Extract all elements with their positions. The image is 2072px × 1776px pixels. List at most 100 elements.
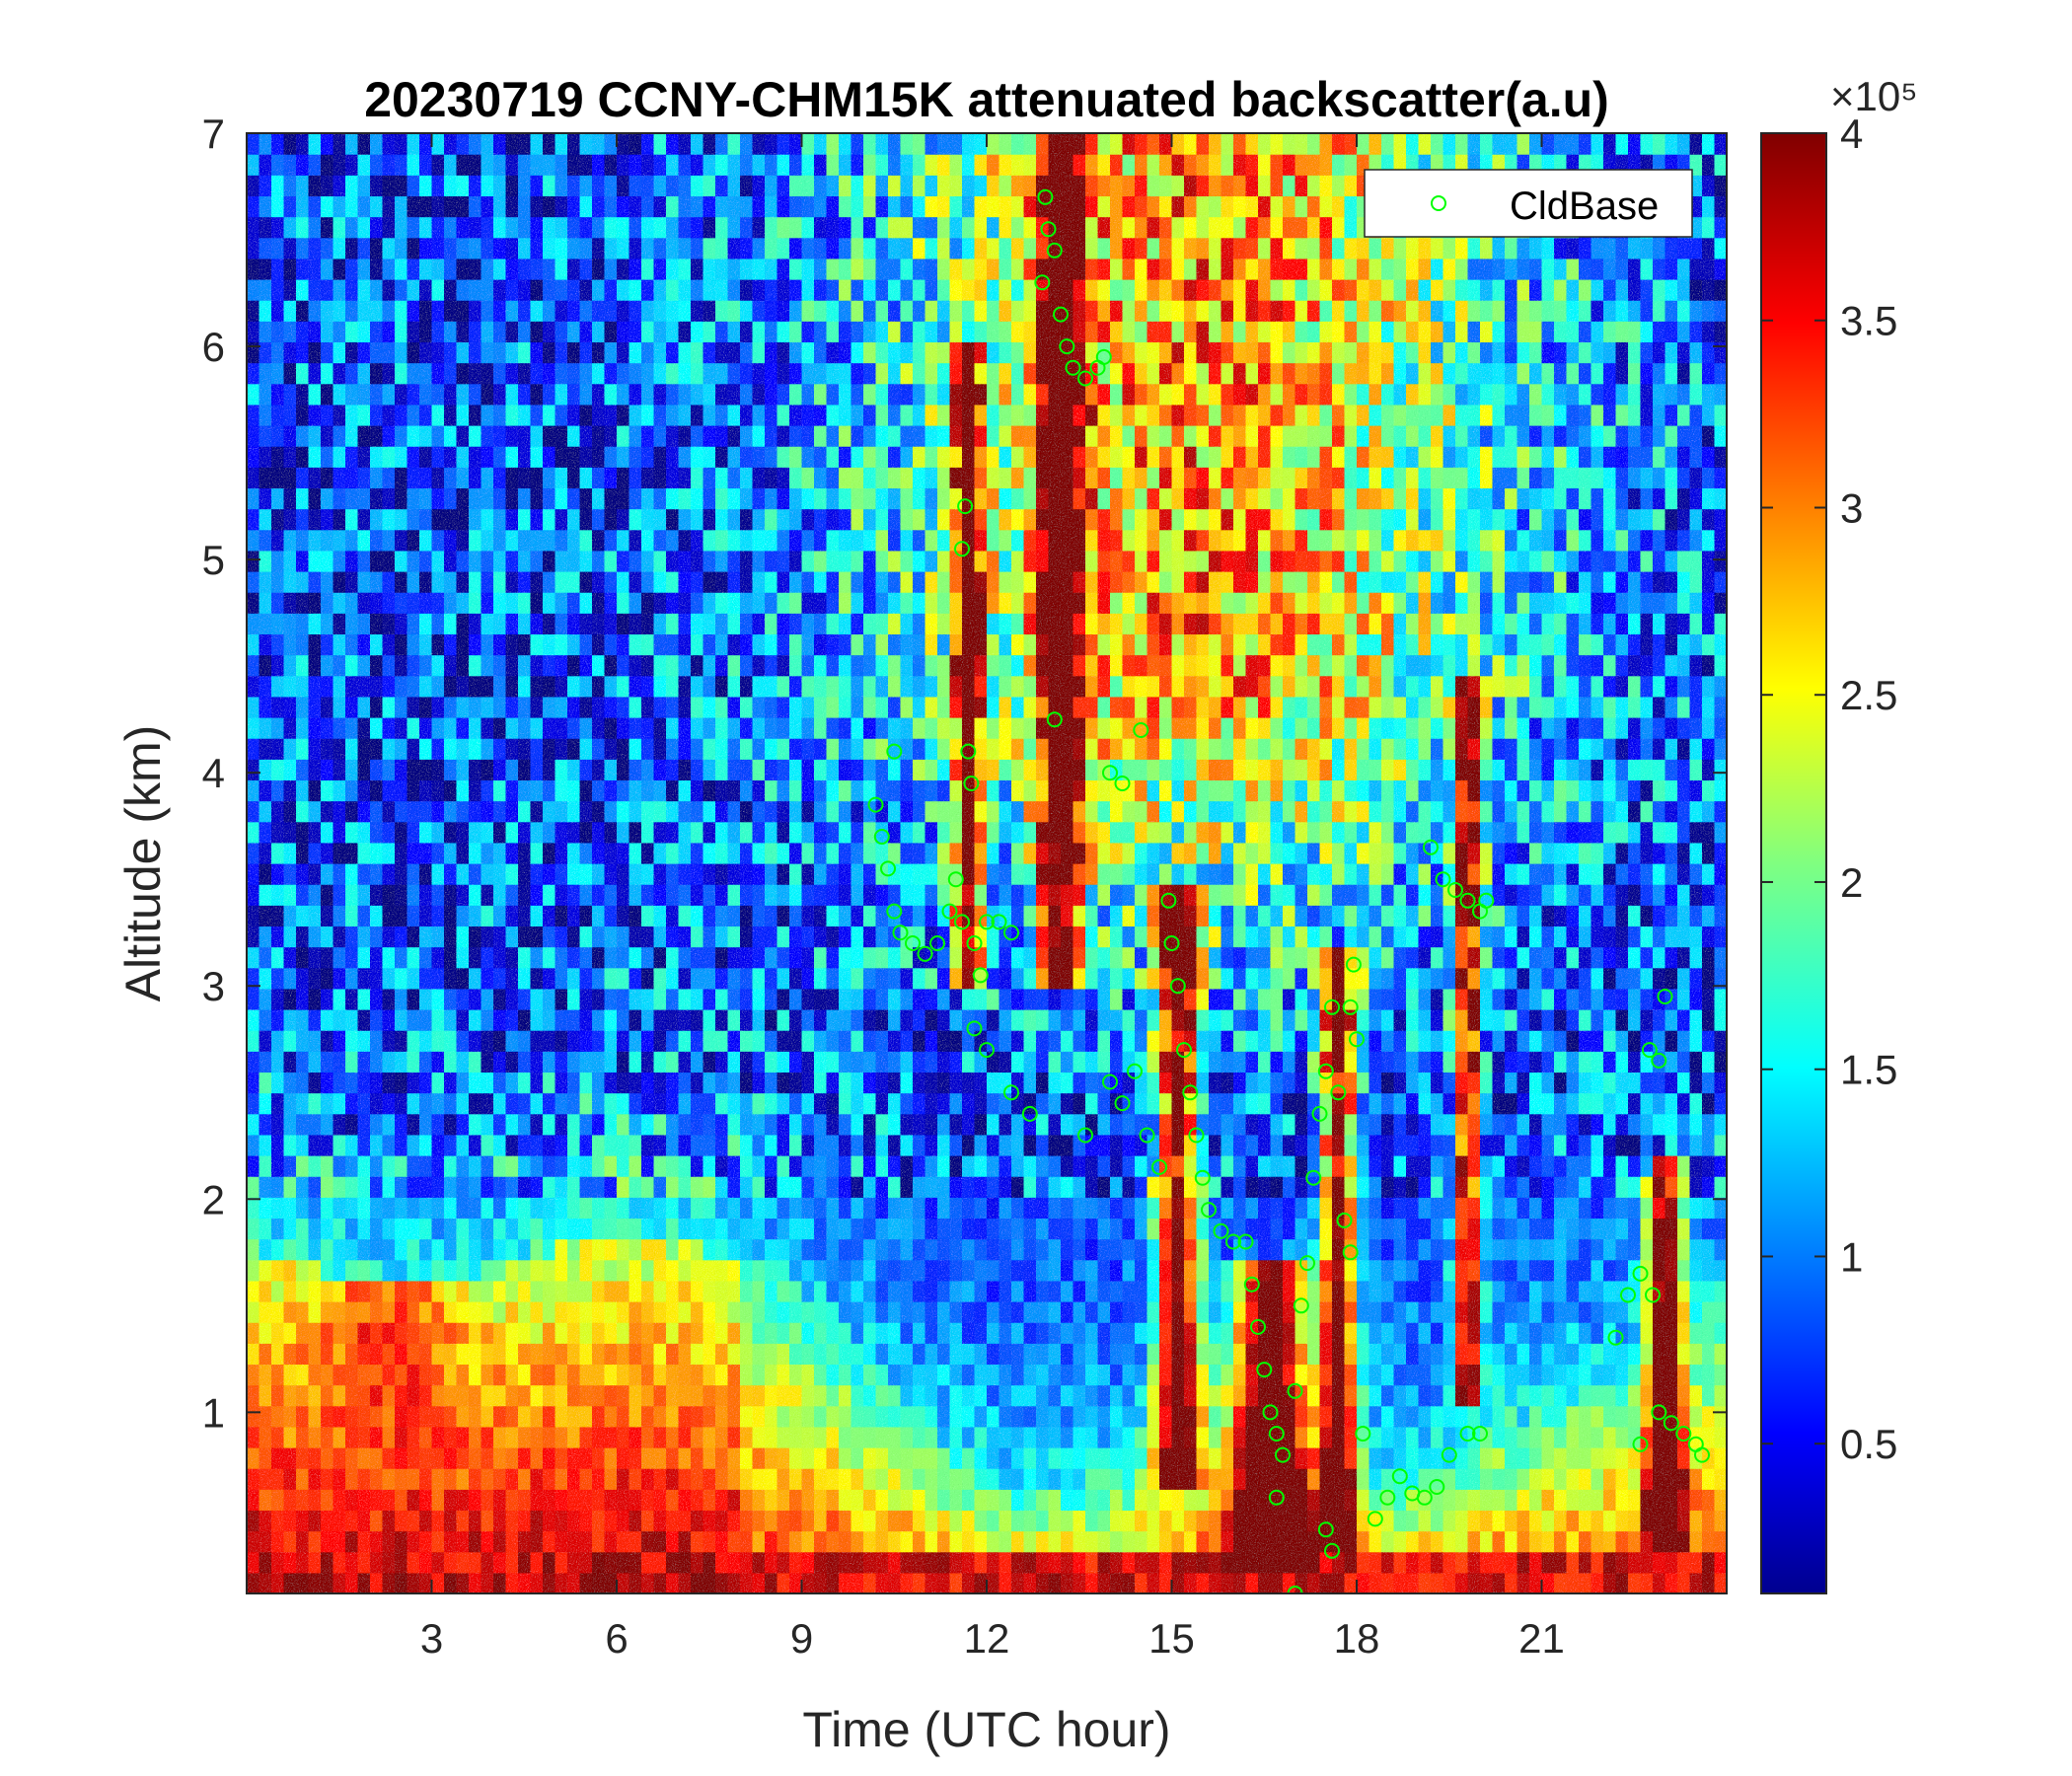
heatmap-cell — [259, 988, 272, 1010]
heatmap-cell — [629, 154, 642, 176]
heatmap-cell — [333, 759, 346, 781]
heatmap-cell — [1061, 842, 1074, 864]
heatmap-cell — [382, 508, 396, 531]
heatmap-cell — [678, 1009, 692, 1031]
heatmap-cell — [1073, 1238, 1086, 1261]
heatmap-cell — [555, 1489, 568, 1512]
heatmap-cell — [814, 175, 828, 197]
heatmap-cell — [247, 988, 260, 1010]
heatmap-cell — [814, 1530, 828, 1553]
heatmap-cell — [617, 446, 630, 468]
heatmap-cell — [567, 195, 581, 218]
heatmap-cell — [1048, 1134, 1062, 1156]
heatmap-cell — [678, 1530, 692, 1553]
heatmap-cell — [641, 1343, 655, 1366]
heatmap-cell — [493, 1510, 507, 1532]
heatmap-cell — [974, 842, 988, 864]
heatmap-cell — [1097, 195, 1111, 218]
heatmap-cell — [419, 1280, 433, 1302]
heatmap-cell — [962, 842, 976, 864]
heatmap-cell — [974, 1343, 988, 1366]
heatmap-cell — [345, 1030, 359, 1052]
heatmap-cell — [283, 1051, 297, 1073]
heatmap-cell — [283, 1030, 297, 1052]
heatmap-cell — [629, 1009, 642, 1031]
heatmap-cell — [493, 133, 507, 155]
heatmap-cell — [1023, 1551, 1037, 1574]
heatmap-cell — [419, 487, 433, 510]
heatmap-cell — [604, 362, 618, 385]
heatmap-cell — [653, 1238, 667, 1261]
heatmap-cell — [543, 508, 556, 531]
heatmap-cell — [579, 362, 593, 385]
heatmap-cell — [345, 1134, 359, 1156]
heatmap-cell — [653, 759, 667, 781]
heatmap-cell — [839, 800, 852, 823]
heatmap-cell — [567, 988, 581, 1010]
heatmap-cell — [431, 1301, 445, 1323]
heatmap-cell — [715, 487, 729, 510]
heatmap-cell — [691, 1426, 704, 1448]
heatmap-cell — [382, 1447, 396, 1469]
heatmap-cell — [370, 633, 384, 656]
heatmap-cell — [518, 1197, 532, 1220]
heatmap-cell — [962, 321, 976, 343]
heatmap-cell — [839, 1218, 852, 1240]
heatmap-cell — [937, 1072, 951, 1094]
heatmap-cell — [444, 884, 458, 906]
heatmap-cell — [727, 759, 741, 781]
heatmap-cell — [604, 654, 618, 677]
heatmap-cell — [481, 1197, 494, 1220]
heatmap-cell — [949, 1134, 963, 1156]
heatmap-cell — [518, 237, 532, 259]
heatmap-cell — [715, 1176, 729, 1198]
heatmap-cell — [752, 1197, 766, 1220]
heatmap-cell — [493, 1489, 507, 1512]
heatmap-cell — [296, 696, 310, 718]
heatmap-cell — [1048, 1447, 1062, 1469]
heatmap-cell — [715, 1197, 729, 1220]
heatmap-cell — [999, 675, 1012, 698]
heatmap-cell — [1097, 1301, 1111, 1323]
heatmap-cell — [505, 842, 519, 864]
heatmap-cell — [678, 592, 692, 614]
heatmap-cell — [1048, 133, 1062, 155]
heatmap-cell — [925, 779, 938, 802]
heatmap-cell — [1061, 154, 1074, 176]
heatmap-cell — [715, 925, 729, 948]
heatmap-cell — [801, 446, 815, 468]
heatmap-cell — [456, 925, 470, 948]
heatmap-cell — [999, 1051, 1012, 1073]
heatmap-cell — [1061, 905, 1074, 927]
heatmap-cell — [863, 300, 877, 322]
heatmap-cell — [444, 1405, 458, 1428]
heatmap-cell — [345, 1364, 359, 1386]
heatmap-cell — [777, 1072, 790, 1094]
heatmap-cell — [456, 1468, 470, 1490]
heatmap-cell — [752, 300, 766, 322]
heatmap-cell — [777, 1301, 790, 1323]
heatmap-cell — [1048, 654, 1062, 677]
heatmap-cell — [333, 863, 346, 885]
heatmap-cell — [691, 1092, 704, 1115]
heatmap-cell — [592, 216, 606, 239]
heatmap-cell — [259, 383, 272, 406]
heatmap-cell — [395, 1364, 408, 1386]
heatmap-cell — [999, 759, 1012, 781]
heatmap-cell — [765, 759, 778, 781]
heatmap-cell — [271, 571, 285, 593]
heatmap-cell — [826, 216, 840, 239]
heatmap-cell — [592, 425, 606, 447]
heatmap-cell — [283, 1343, 297, 1366]
heatmap-cell — [1061, 1510, 1074, 1532]
heatmap-cell — [308, 842, 322, 864]
heatmap-cell — [431, 341, 445, 364]
heatmap-cell — [518, 1280, 532, 1302]
heatmap-cell — [629, 925, 642, 948]
heatmap-cell — [1011, 1176, 1025, 1198]
heatmap-cell — [826, 154, 840, 176]
heatmap-cell — [826, 529, 840, 552]
heatmap-cell — [1097, 529, 1111, 552]
heatmap-cell — [321, 1322, 334, 1344]
heatmap-cell — [247, 508, 260, 531]
